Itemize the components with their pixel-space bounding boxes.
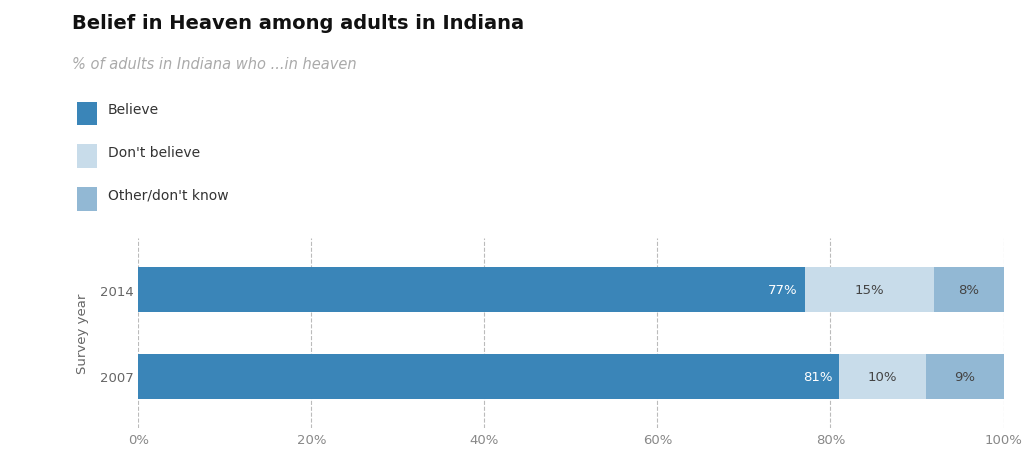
Text: Belief in Heaven among adults in Indiana: Belief in Heaven among adults in Indiana	[72, 14, 524, 33]
Bar	[138, 354, 839, 399]
Bar	[926, 354, 1004, 399]
Text: Other/don't know: Other/don't know	[108, 188, 228, 202]
Text: 9%: 9%	[954, 370, 975, 383]
Text: 10%: 10%	[867, 370, 897, 383]
Bar	[934, 268, 1004, 312]
Text: 8%: 8%	[958, 283, 979, 297]
Bar	[805, 268, 934, 312]
Bar	[839, 354, 926, 399]
Text: 81%: 81%	[803, 370, 833, 383]
Text: Don't believe: Don't believe	[108, 145, 200, 159]
Y-axis label: Survey year: Survey year	[76, 293, 88, 373]
Text: 77%: 77%	[768, 283, 798, 297]
Text: % of adults in Indiana who ...in heaven: % of adults in Indiana who ...in heaven	[72, 57, 356, 72]
Text: Believe: Believe	[108, 102, 159, 117]
Bar	[138, 268, 805, 312]
Text: 15%: 15%	[855, 283, 884, 297]
